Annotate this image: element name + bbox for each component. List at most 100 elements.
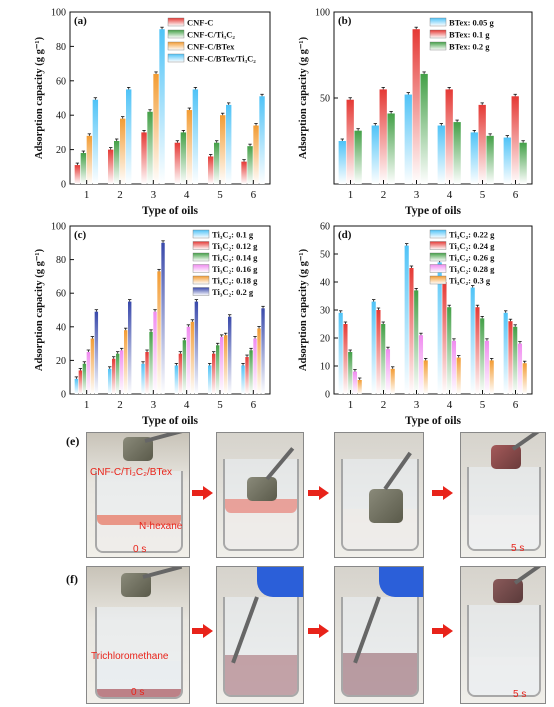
beaker (467, 605, 541, 697)
y-axis-label: Adsorption capacity (g g⁻¹) (34, 36, 45, 159)
bar (354, 130, 362, 184)
legend-entry: BTex: 0.1 g (449, 30, 490, 40)
x-tick-label: 4 (447, 399, 453, 411)
glove (379, 567, 423, 597)
y-tick-label: 50 (320, 94, 330, 105)
bar (241, 365, 245, 394)
y-tick-label: 20 (56, 145, 66, 156)
arrow-icon (432, 490, 444, 496)
bar (343, 324, 348, 394)
bar (80, 153, 87, 184)
legend-entry: Ti₃C₂: 0.1 g (212, 230, 254, 240)
chart-panel-b: 50 100 1 2 3 4 5 6 Type of oils Adsorption capaci… (298, 8, 533, 217)
x-tick-label: 4 (184, 399, 190, 411)
x-tick-label: 6 (513, 399, 519, 411)
bar (159, 29, 165, 185)
bar (371, 301, 376, 394)
x-axis-label: Type of oils (405, 205, 462, 217)
bar (86, 135, 93, 184)
chart-panel-c: 0 20 40 60 80 100 1 2 3 4 5 6 Type of oils Adsorption… (34, 222, 271, 427)
bar (247, 146, 253, 184)
bar (522, 363, 527, 394)
bar (381, 324, 386, 394)
bar (116, 353, 120, 394)
bar (124, 330, 128, 394)
y-tick-label: 10 (320, 362, 330, 373)
bar (385, 349, 391, 394)
x-tick-label: 1 (348, 399, 354, 411)
legend-swatch (429, 275, 447, 285)
photo-e-1: CNF-C/Ti₃C₂/BTex N-hexane 0 s (86, 432, 190, 558)
bar (404, 94, 412, 184)
sample-label: CNF-C/Ti₃C₂/BTex (90, 467, 173, 478)
time-label: 0 s (131, 687, 145, 698)
bar (108, 368, 112, 394)
y-tick-label: 100 (51, 8, 66, 19)
x-tick-label: 2 (117, 399, 123, 411)
bar (478, 104, 486, 184)
legend-entry: Ti₃C₂: 0.28 g (449, 264, 495, 274)
legend-entry: Ti₃C₂: 0.16 g (212, 264, 258, 274)
legend-entry: Ti₃C₂: 0.2 g (212, 287, 254, 297)
y-tick-label: 40 (56, 322, 66, 333)
legend-entry: Ti₃C₂: 0.14 g (212, 253, 258, 263)
photo-f-4: 5 s (460, 566, 546, 704)
bar (216, 345, 220, 394)
arrow-head-icon (203, 486, 213, 500)
bar (423, 360, 428, 394)
beaker (467, 467, 541, 551)
tweezer (144, 433, 185, 443)
panel-label: (b) (338, 15, 352, 27)
beaker (95, 607, 183, 699)
legend-entry: Ti₃C₂: 0.26 g (449, 253, 495, 263)
bar (352, 371, 358, 394)
x-tick-label: 5 (480, 189, 486, 201)
legend-entry: BTex: 0.05 g (449, 18, 495, 28)
y-tick-label: 20 (56, 356, 66, 367)
y-tick-label: 0 (61, 180, 66, 191)
bar (147, 111, 153, 184)
bar (153, 311, 157, 394)
bar (74, 378, 79, 394)
legend-swatch (192, 287, 210, 296)
bar (387, 113, 395, 184)
legend-entry: CNF-C/BTex (187, 42, 235, 52)
legend-swatch (429, 252, 447, 262)
y-tick-label: 60 (56, 289, 66, 300)
y-tick-label: 0 (325, 390, 330, 401)
bar (470, 132, 478, 184)
photo-e-3 (334, 432, 424, 558)
bar (390, 368, 395, 394)
x-tick-label: 1 (348, 189, 354, 201)
time-label: 5 s (511, 543, 525, 554)
bar (112, 358, 116, 394)
plot-frame (69, 225, 271, 395)
bar (379, 89, 387, 184)
x-tick-label: 5 (217, 189, 223, 201)
x-tick-label: 4 (447, 189, 453, 201)
y-tick-label: 20 (320, 334, 330, 345)
bar (74, 165, 81, 184)
legend-entry: CNF-C (187, 18, 213, 28)
bar (338, 141, 346, 184)
bar (480, 318, 485, 394)
y-tick-label: 80 (56, 42, 66, 53)
legend-swatch (429, 29, 447, 39)
bar (420, 73, 428, 184)
bar (180, 132, 187, 184)
bar (82, 363, 87, 394)
legend-swatch (167, 17, 185, 27)
bar (174, 365, 179, 394)
bar (253, 125, 259, 184)
bar (192, 89, 199, 184)
time-label: 5 s (513, 689, 527, 700)
panel-label-e: (e) (66, 434, 80, 448)
y-tick-label: 100 (51, 222, 66, 233)
bar (145, 352, 149, 394)
panel-label: (c) (74, 229, 87, 241)
bar (437, 125, 445, 184)
legend-swatch (429, 41, 447, 51)
arrow-head-icon (203, 624, 213, 638)
plot-frame (333, 225, 533, 395)
